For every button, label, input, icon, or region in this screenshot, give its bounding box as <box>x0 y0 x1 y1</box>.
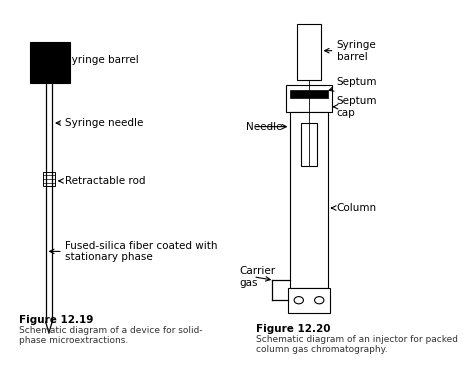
Bar <box>30 42 70 83</box>
Text: Schematic diagram of an injector for packed
column gas chromatography.: Schematic diagram of an injector for pac… <box>255 335 457 354</box>
Text: Figure 12.20: Figure 12.20 <box>255 324 330 334</box>
Text: Retractable rod: Retractable rod <box>65 176 146 186</box>
Bar <box>291 90 328 99</box>
Text: Fused-silica fiber coated with
stationary phase: Fused-silica fiber coated with stationar… <box>65 241 218 262</box>
Text: Septum
cap: Septum cap <box>337 96 377 118</box>
Text: Septum: Septum <box>337 77 377 87</box>
Text: Syringe needle: Syringe needle <box>65 118 144 128</box>
Bar <box>291 112 328 287</box>
Bar <box>288 287 330 313</box>
Bar <box>297 24 320 80</box>
Text: Carrier
gas: Carrier gas <box>239 266 275 287</box>
Text: Schematic diagram of a device for solid-
phase microextractions.: Schematic diagram of a device for solid-… <box>18 325 202 345</box>
Bar <box>301 123 318 166</box>
Text: Needle: Needle <box>246 122 283 132</box>
Text: Column: Column <box>337 203 377 213</box>
Text: Figure 12.19: Figure 12.19 <box>18 315 93 325</box>
Bar <box>286 85 332 112</box>
Bar <box>43 172 55 186</box>
Text: Syringe barrel: Syringe barrel <box>65 55 139 65</box>
Text: Syringe
barrel: Syringe barrel <box>337 40 377 62</box>
